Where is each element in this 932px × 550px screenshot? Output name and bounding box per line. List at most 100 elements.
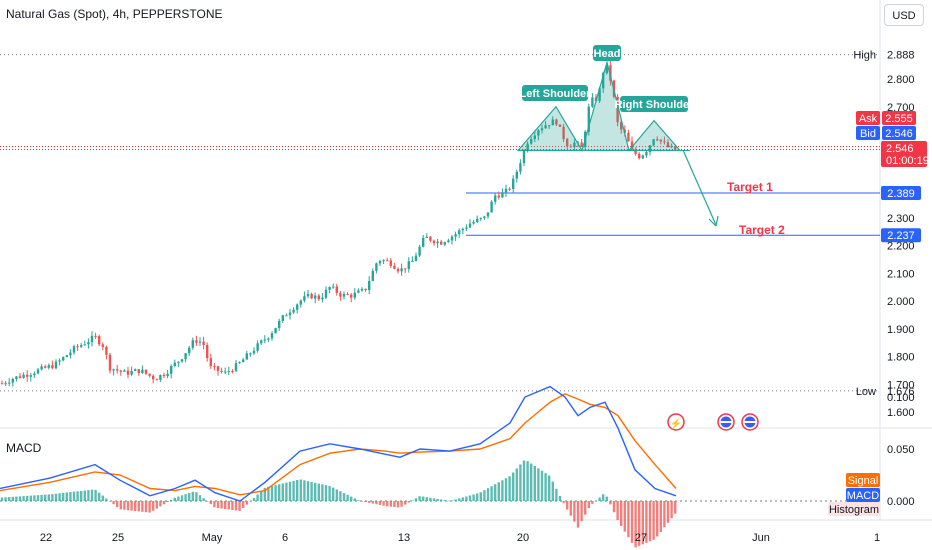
lightning-icon[interactable] [667,413,685,431]
candle-body [666,142,670,147]
price-tick-label: 2.800 [887,74,915,86]
histogram-bar [62,492,65,501]
axes: 2.800 2.700 2.300 2.200 2.100 2.000 1.900 1.800… [40,50,929,544]
histogram-bar [612,501,616,513]
histogram-bar [134,501,137,512]
candle-body [152,375,155,380]
candle-body [450,236,454,241]
histogram-bar [238,501,241,511]
candle-body [670,146,673,148]
candle-body [360,288,364,291]
histogram-bar [101,495,104,501]
histogram-bar [497,482,500,501]
histogram-bar [22,496,25,501]
histogram-bar [252,497,256,501]
time-label: 22 [40,532,52,544]
candle-body [306,293,310,297]
histogram-bar [425,497,428,501]
histogram-bar [483,490,486,501]
histogram-bar [350,496,353,501]
candle-body [209,358,212,367]
macd-tick-label: 0.100 [887,392,915,404]
signal-line [0,393,677,496]
histogram-bar [512,472,515,501]
histogram-bar [591,501,594,504]
candle-body [4,383,7,385]
candle-body [87,342,90,345]
arrow-head [708,215,719,227]
candle-body [634,149,637,154]
candle-body [454,234,457,237]
histogram-bar [188,492,191,501]
histogram-bar [267,486,270,501]
candle-body [141,369,144,374]
histogram-bar [386,501,389,507]
candle-body [51,365,54,369]
candle-body [144,369,148,374]
histogram-bar [573,501,576,522]
macd-tick-label: 0.000 [887,496,915,508]
grid-lines [0,0,932,521]
histogram-bar [641,501,644,545]
candle-body [526,143,529,151]
histogram-bar [83,490,86,501]
candle-body [65,355,68,358]
histogram-bar [623,501,626,532]
price-tick-label: 1.700 [887,379,915,391]
candle-body [414,255,418,261]
candle-body [231,371,234,373]
histogram-bar [346,494,349,501]
histogram-bar [436,498,439,501]
candle-body [101,344,104,347]
candle-body [195,340,198,343]
candle-body [260,340,263,344]
histogram-bar [314,482,317,501]
chart-title: Natural Gas (Spot), 4h, PEPPERSTONE [6,7,223,21]
histogram-bar [465,496,468,501]
price-tick-label: 2.300 [887,213,915,225]
histogram-bar [357,500,360,501]
candle-body [116,369,119,371]
histogram-bar [54,493,58,501]
histogram-bar [105,498,108,501]
candle-body [396,268,400,272]
time-label: 25 [112,532,124,544]
candle-body [400,268,403,272]
candle-body [252,350,256,354]
bid-label: Bid [860,128,876,140]
target1-price-tag-bg [881,186,921,201]
histogram-bar [18,496,22,501]
histogram-bar [429,497,432,501]
histogram-bar [234,501,238,511]
histogram-bar [285,482,288,501]
histogram-bar [364,501,367,503]
event-icons[interactable]: ⚡ [667,413,759,431]
candle-body [504,188,508,193]
candle-body [278,320,281,329]
histogram-bar [418,496,421,501]
candle-body [11,378,14,383]
histogram-bar [342,493,346,501]
histogram-bar [231,501,234,510]
histogram-bar [213,501,216,508]
head-shoulders-pattern[interactable]: Head Left Shoulder Right Shoulder Target 1 T… [516,45,785,237]
candle-body [544,125,547,129]
candle-body [555,119,558,125]
currency-button[interactable]: USD [884,4,924,26]
candle-body [404,268,407,270]
candle-body [227,371,230,373]
histogram-bar [260,491,263,501]
candle-body [159,374,162,380]
right-shoulder-label-bg [620,96,688,112]
histogram-bar [209,501,212,505]
guide-lines [0,54,880,392]
candle-body [530,138,533,144]
histogram-bar [245,501,248,505]
histogram-bar [141,501,144,512]
candle-body [501,192,504,198]
histogram-bar [656,501,659,537]
macd-pane [0,385,880,548]
candle-body [418,246,421,256]
histogram-bar [522,460,526,501]
